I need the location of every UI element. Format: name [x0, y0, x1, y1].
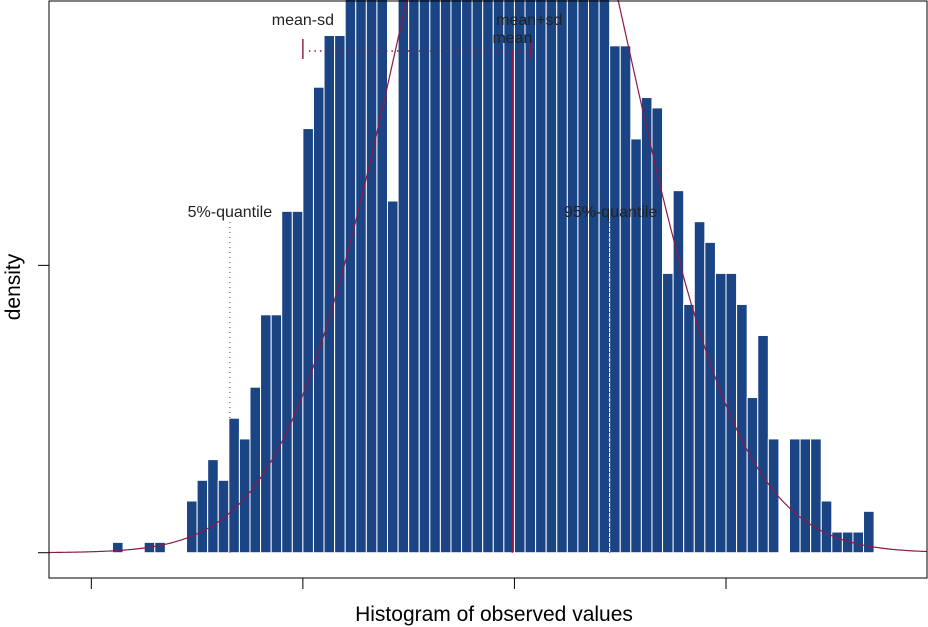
histogram-bar [545, 0, 558, 554]
density-curve [48, 0, 928, 554]
histogram-bar [376, 0, 389, 554]
histogram-bar [619, 45, 632, 554]
histogram-bar [577, 0, 589, 554]
histogram-bar [249, 386, 262, 554]
histogram-bar [757, 334, 769, 554]
histogram-bars [111, 0, 875, 554]
histogram-bar [228, 417, 240, 554]
histogram-bar [418, 0, 431, 554]
histogram-bar [799, 438, 812, 554]
histogram-bar [270, 314, 283, 554]
histogram-bar [831, 531, 843, 554]
histogram-bar [397, 0, 410, 554]
x-axis-title: Histogram of observed values [355, 603, 633, 626]
histogram-bar [852, 531, 865, 554]
histogram-bar [260, 314, 272, 554]
histogram-bar [746, 397, 759, 554]
histogram-bar [535, 0, 547, 554]
histogram-bar [312, 86, 325, 554]
histogram-bar [683, 303, 695, 554]
histogram-bar [238, 438, 251, 554]
histogram-bar [482, 0, 494, 554]
x-axis-ticks [90, 578, 727, 589]
histogram-bar [767, 438, 780, 554]
histogram-bar [217, 479, 230, 554]
histogram-bar [355, 0, 367, 554]
histogram-bar [387, 200, 399, 554]
y-axis-ticks [38, 264, 49, 554]
histogram-bar [725, 272, 738, 554]
histogram-bar [207, 459, 219, 554]
histogram-bar [302, 128, 314, 554]
histogram-bar [693, 221, 706, 554]
mean-label: mean [492, 30, 532, 47]
histogram-bar [788, 438, 801, 554]
histogram-bar [662, 272, 674, 554]
histogram-bar [461, 0, 473, 554]
histogram-bar [111, 541, 124, 554]
annotations-layer: 5%-quantile 95%-quantile mean mean-sd me… [188, 12, 658, 553]
y-axis-title: density [2, 253, 25, 320]
histogram-bar [291, 210, 304, 554]
histogram-bar [154, 541, 166, 554]
histogram-bar [640, 97, 653, 554]
histogram-bar [524, 0, 537, 554]
histogram-bar [344, 0, 357, 554]
histogram-bar [186, 500, 198, 554]
histogram-bar [566, 0, 579, 554]
histogram-bar [471, 0, 484, 554]
histogram-bar [323, 34, 336, 554]
mean-plus-sd-label: mean+sd [496, 12, 562, 29]
histogram-bar [598, 0, 611, 554]
histogram-bar [863, 510, 875, 554]
histogram-bar [196, 479, 209, 554]
histogram-bar [556, 0, 568, 554]
histogram-bar [587, 0, 600, 554]
mean-minus-sd-label: mean-sd [272, 12, 334, 29]
histogram-bar [609, 45, 621, 554]
q05-label: 5%-quantile [188, 204, 273, 221]
histogram-bar [820, 500, 833, 554]
q95-label: 95%-quantile [564, 204, 658, 221]
histogram-bar [439, 0, 452, 554]
histogram-bar [630, 138, 642, 554]
histogram-bar [408, 0, 420, 554]
plot-frame [48, 0, 928, 579]
histogram-bar [281, 210, 293, 554]
histogram-bar [429, 0, 441, 554]
histogram-bar [365, 0, 378, 554]
histogram-bar [450, 0, 463, 554]
histogram-bar [810, 438, 822, 554]
histogram-bar [704, 241, 716, 554]
histogram-bar [714, 272, 727, 554]
histogram-bar [513, 0, 526, 554]
histogram-bar [492, 0, 505, 554]
histogram-bar [736, 303, 748, 554]
